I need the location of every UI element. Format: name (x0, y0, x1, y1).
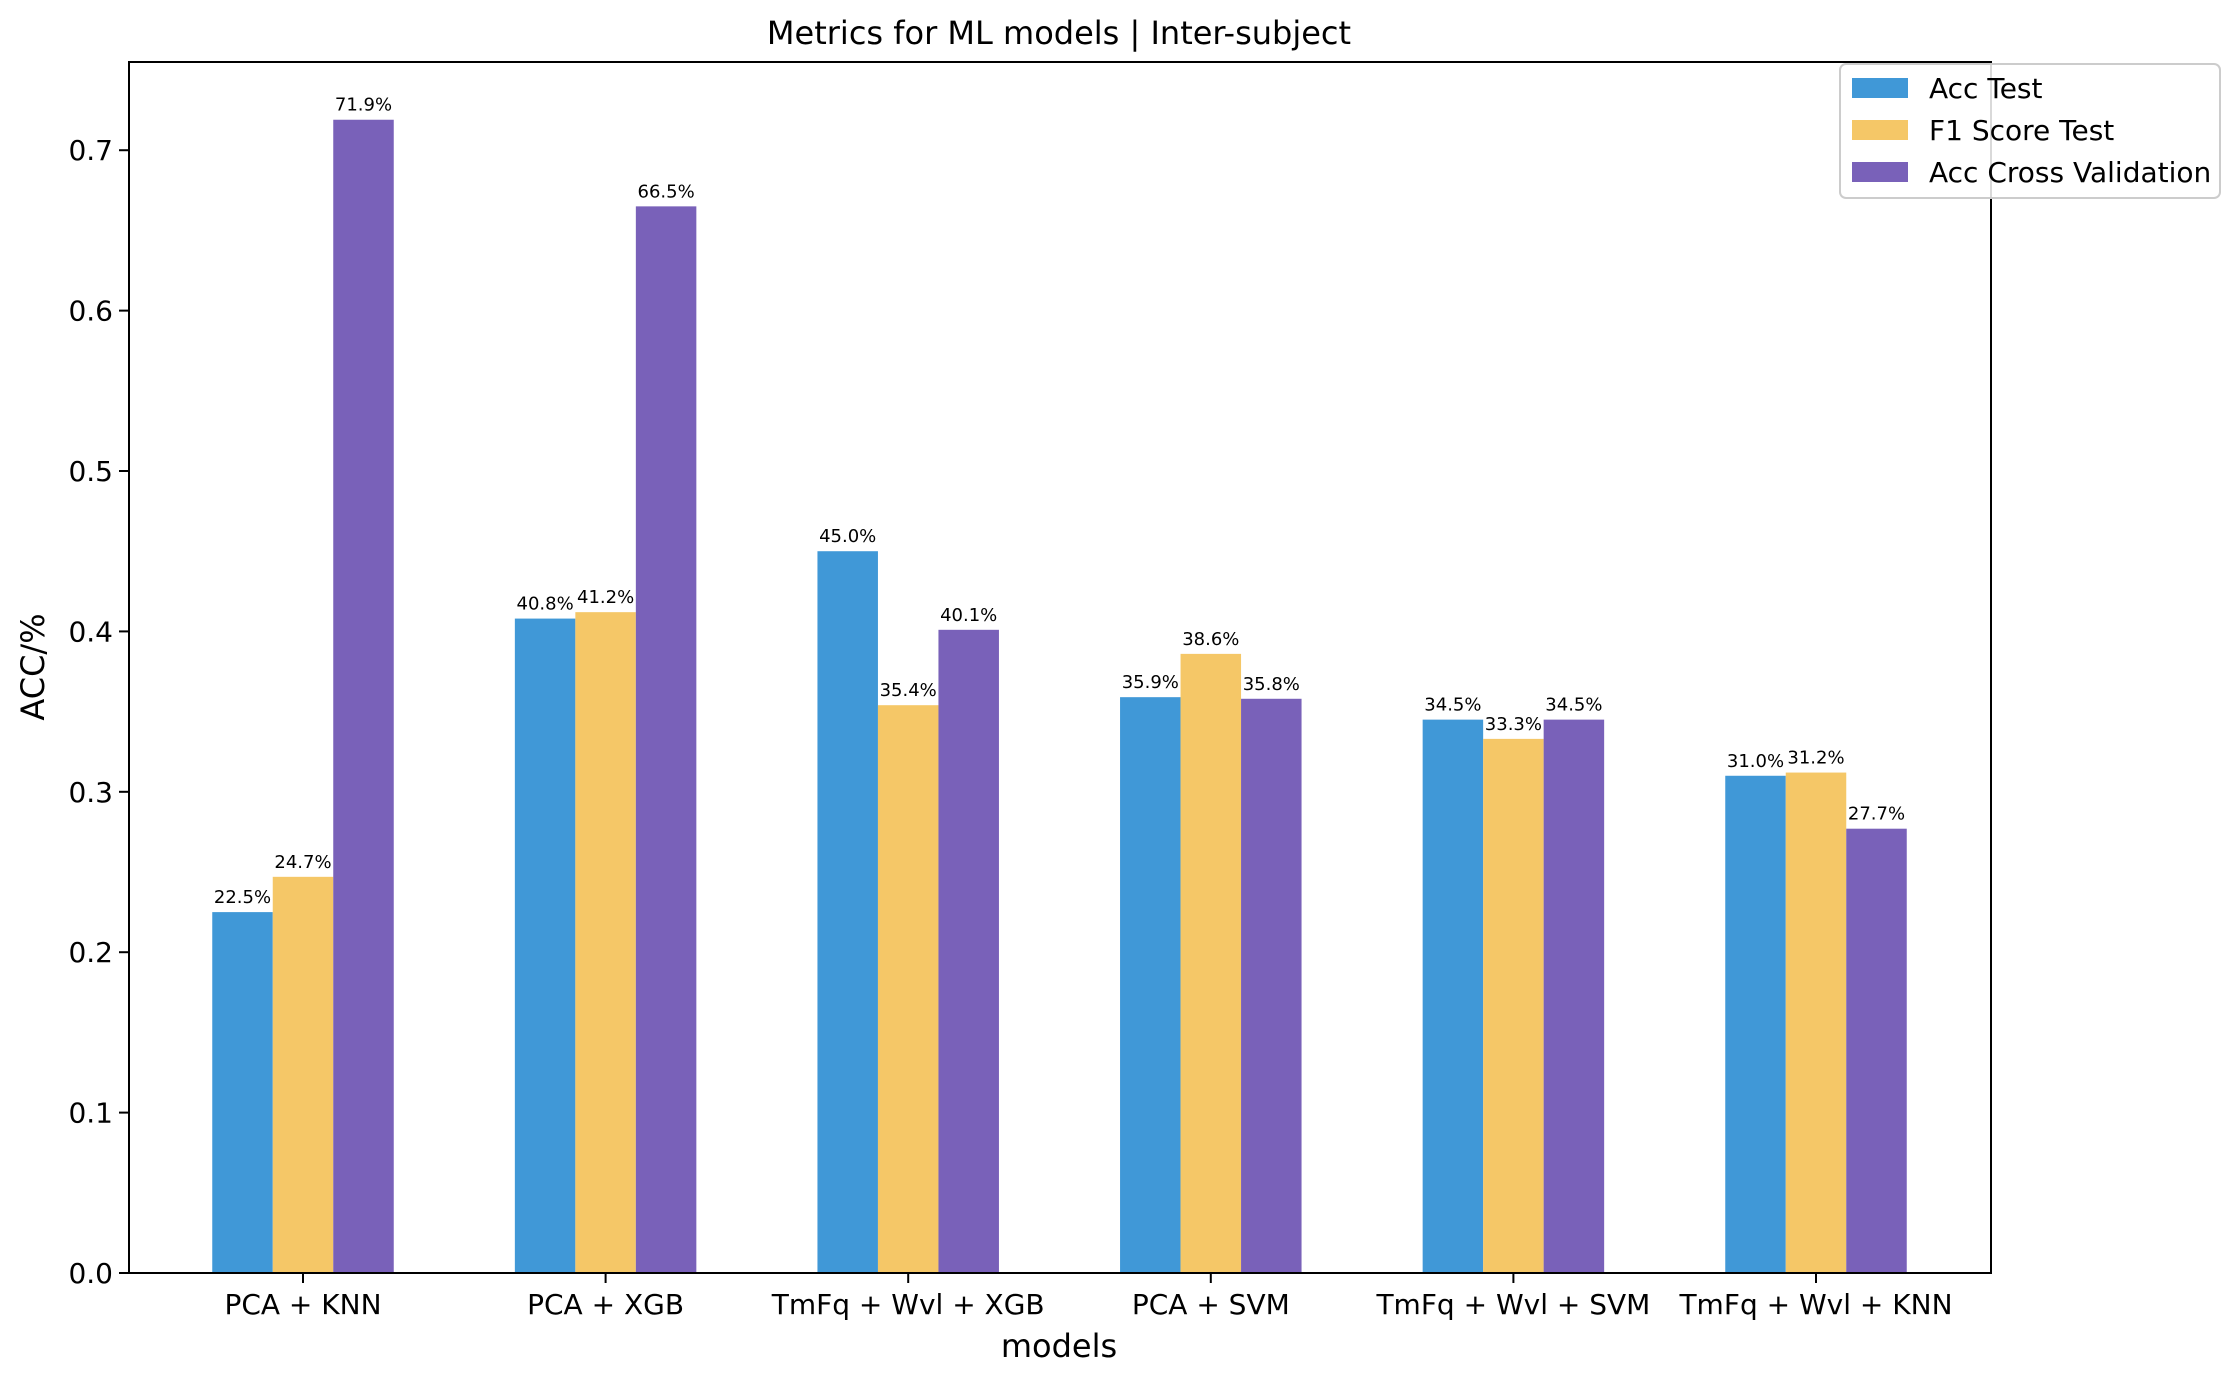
data-label-acc-cross-validation-tmfq-wvl-knn: 27.7% (1848, 804, 1905, 825)
data-label-acc-cross-validation-tmfq-wvl-xgb: 40.1% (940, 605, 997, 626)
bar-acc-cross-validation-tmfq-wvl-knn (1846, 828, 1907, 1273)
y-tick-label: 0.1 (68, 1097, 113, 1130)
plot-area-frame (128, 61, 1992, 1274)
legend-swatch-f1-score-test (1852, 120, 1908, 140)
data-label-acc-cross-validation-pca-xgb: 66.5% (638, 181, 695, 202)
bar-acc-test-tmfq-wvl-xgb (817, 551, 878, 1273)
x-axis-label: models (1001, 1327, 1117, 1365)
bar-acc-cross-validation-pca-knn (333, 119, 394, 1274)
data-label-f1-score-test-pca-knn: 24.7% (274, 852, 331, 873)
bar-acc-cross-validation-tmfq-wvl-xgb (938, 629, 999, 1273)
y-tick-label: 0.0 (68, 1257, 113, 1290)
data-label-f1-score-test-pca-xgb: 41.2% (577, 587, 634, 608)
bar-acc-cross-validation-pca-svm (1241, 698, 1302, 1273)
data-label-acc-test-tmfq-wvl-svm: 34.5% (1424, 695, 1481, 716)
legend: Acc Test F1 Score Test Acc Cross Validatio… (1839, 63, 2221, 199)
data-label-acc-test-tmfq-wvl-knn: 31.0% (1727, 751, 1784, 772)
y-tick-label: 0.7 (68, 134, 113, 167)
data-label-acc-test-pca-knn: 22.5% (214, 887, 271, 908)
bar-acc-test-pca-svm (1120, 697, 1181, 1273)
data-label-acc-test-tmfq-wvl-xgb: 45.0% (819, 526, 876, 547)
y-tick-label: 0.6 (68, 295, 113, 328)
legend-swatch-acc-test (1852, 78, 1908, 98)
legend-box (1839, 63, 2221, 199)
bar-f1-score-test-tmfq-wvl-knn (1785, 772, 1847, 1273)
bar-acc-test-tmfq-wvl-svm (1422, 719, 1484, 1273)
data-label-acc-cross-validation-pca-knn: 71.9% (335, 95, 392, 116)
x-tick-label: TmFq + Wvl + XGB (771, 1288, 1045, 1321)
chart-title: Metrics for ML models | Inter-subject (767, 14, 1351, 52)
bar-f1-score-test-pca-xgb (575, 612, 636, 1273)
x-tick-label: TmFq + Wvl + SVM (1375, 1288, 1650, 1321)
y-tick-label: 0.5 (68, 455, 113, 488)
data-label-f1-score-test-pca-svm: 38.6% (1182, 629, 1239, 650)
data-label-acc-test-pca-svm: 35.9% (1122, 672, 1179, 693)
legend-swatch-acc-cross-validation (1852, 162, 1908, 182)
bar-acc-test-pca-knn (212, 912, 273, 1273)
bar-f1-score-test-tmfq-wvl-xgb (877, 705, 939, 1273)
y-axis-label: ACC/% (14, 613, 52, 720)
data-labels-layer: 22.5% 40.8% 45.0% 35.9% 34.5% 31.0% 24.7% 41.2%… (214, 95, 1905, 908)
bar-acc-cross-validation-pca-xgb (635, 206, 697, 1274)
data-label-acc-cross-validation-tmfq-wvl-svm: 34.5% (1545, 695, 1602, 716)
data-label-acc-test-pca-xgb: 40.8% (517, 594, 574, 615)
data-label-f1-score-test-tmfq-wvl-svm: 33.3% (1485, 714, 1542, 735)
bar-acc-test-pca-xgb (514, 618, 576, 1273)
y-axis: 0.0 0.1 0.2 0.3 0.4 0.5 0.6 0.7 (68, 134, 129, 1290)
bars-layer (212, 119, 1907, 1274)
y-tick-label: 0.4 (68, 615, 113, 648)
x-tick-label: PCA + SVM (1132, 1288, 1290, 1321)
legend-label-acc-test: Acc Test (1929, 72, 2043, 105)
x-tick-label: PCA + XGB (527, 1288, 684, 1321)
bar-acc-test-tmfq-wvl-knn (1725, 775, 1786, 1273)
legend-label-acc-cross-validation: Acc Cross Validation (1929, 156, 2211, 189)
x-tick-label: PCA + KNN (224, 1288, 381, 1321)
data-label-f1-score-test-tmfq-wvl-xgb: 35.4% (880, 680, 937, 701)
data-label-acc-cross-validation-pca-svm: 35.8% (1243, 674, 1300, 695)
bar-f1-score-test-pca-knn (272, 876, 334, 1273)
y-tick-label: 0.3 (68, 776, 113, 809)
legend-label-f1-score-test: F1 Score Test (1929, 114, 2114, 147)
x-tick-label: TmFq + Wvl + KNN (1678, 1288, 1952, 1321)
bar-f1-score-test-pca-svm (1180, 653, 1242, 1273)
data-label-f1-score-test-tmfq-wvl-knn: 31.2% (1787, 748, 1844, 769)
bar-acc-cross-validation-tmfq-wvl-svm (1543, 719, 1605, 1273)
x-axis: PCA + KNN PCA + XGB TmFq + Wvl + XGB PCA + … (224, 1273, 1953, 1321)
y-tick-label: 0.2 (68, 936, 113, 969)
bar-f1-score-test-tmfq-wvl-svm (1483, 738, 1544, 1273)
